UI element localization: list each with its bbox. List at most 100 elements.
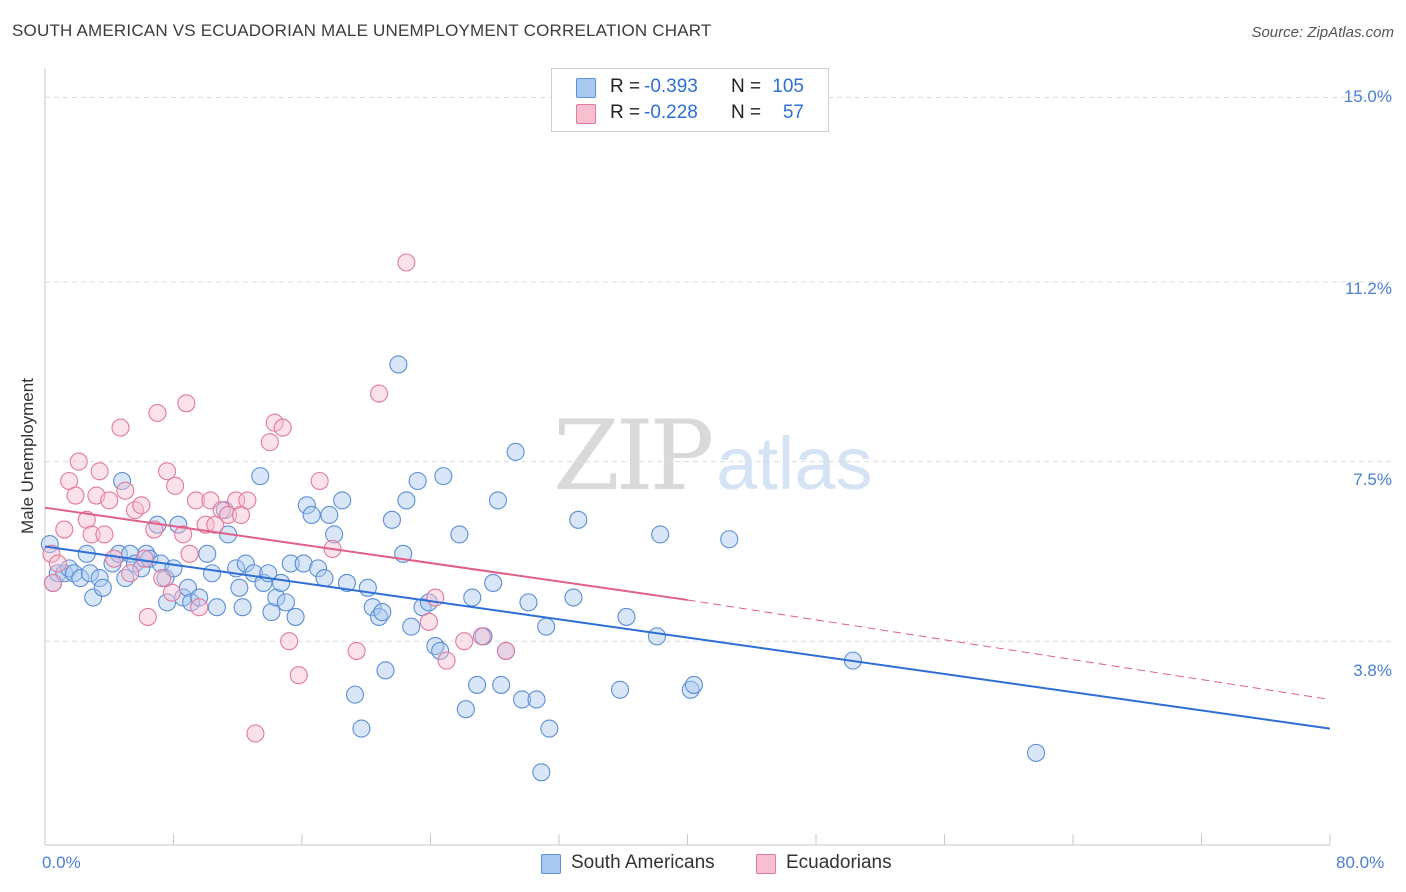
ecuadorian-point: [82, 525, 101, 544]
south-american-point: [408, 471, 427, 491]
legend-n-label: N =: [731, 76, 762, 97]
legend-label: Ecuadorians: [786, 852, 892, 873]
south-american-point: [286, 607, 305, 626]
legend-r-value: -0.228: [644, 102, 698, 123]
south-american-point: [262, 603, 281, 622]
ecuadorian-point: [66, 486, 85, 505]
legend-label: South Americans: [571, 852, 715, 873]
south-american-point: [272, 573, 291, 593]
ecuadorian-point: [177, 394, 196, 413]
ecuadorian-point: [148, 403, 167, 423]
south-american-point: [720, 530, 739, 549]
south-american-point: [376, 661, 395, 680]
south-american-point: [617, 607, 636, 626]
ecuadorian-point: [180, 544, 199, 563]
ecuadorian-point: [77, 510, 96, 529]
ecuadorian-point: [48, 554, 67, 573]
south-american-point: [203, 564, 222, 583]
ecuadorian-point: [347, 641, 366, 660]
ecuadorian-point: [496, 641, 516, 660]
x-tick-label-max: 80.0%: [1336, 853, 1385, 872]
south-american-point: [80, 564, 100, 583]
ecuadorian-point: [219, 505, 238, 525]
ecuadorian-point: [310, 471, 329, 491]
south-american-point: [434, 467, 453, 486]
ecuadorian-point: [196, 515, 215, 534]
y-tick-label-7-5: 7.5%: [1353, 470, 1392, 489]
x-tick-label-min: 0.0%: [42, 853, 81, 872]
ecuadorian-point: [55, 520, 74, 539]
legend-swatch-south-americans: [541, 854, 561, 874]
ecuadorian-point: [162, 583, 181, 602]
ecuadorian-point: [100, 491, 119, 510]
south-american-point: [456, 700, 475, 719]
south-american-point: [190, 588, 209, 607]
south-american-point: [506, 442, 525, 461]
south-american-trend-line: [44, 545, 1331, 730]
ecuadorian-trend-line-extension: [687, 599, 1331, 700]
south-american-point: [569, 510, 588, 529]
south-american-point: [198, 544, 217, 563]
south-american-point: [325, 525, 344, 544]
watermark-atlas: atlas: [716, 422, 873, 505]
south-american-point: [370, 607, 389, 626]
south-american-point: [48, 564, 67, 583]
south-american-point: [113, 471, 132, 491]
south-american-point: [309, 559, 328, 578]
ecuadorian-point: [42, 544, 61, 563]
ecuadorian-point: [455, 632, 474, 651]
legend-swatch-ecuadorians: [756, 854, 776, 874]
y-axis-title: Male Unemployment: [18, 378, 37, 534]
south-american-point: [363, 598, 382, 617]
south-american-point: [93, 578, 112, 597]
ecuadorian-point: [238, 491, 257, 510]
y-tick-label-3-8: 3.8%: [1353, 661, 1392, 680]
south-american-point: [537, 617, 556, 636]
south-american-point: [397, 491, 416, 510]
legend-swatch-ecuadorians: [576, 104, 596, 124]
south-american-point: [337, 573, 357, 593]
ecuadorian-point: [138, 607, 157, 626]
ecuadorian-point: [190, 598, 209, 617]
watermark-zip: ZIP: [553, 400, 714, 512]
ecuadorian-point: [289, 666, 308, 685]
watermark: ZIPatlas: [553, 400, 873, 512]
ecuadorian-point: [95, 525, 114, 544]
source-credit: Source: ZipAtlas.com: [1251, 24, 1394, 41]
legend-r-label: R =: [610, 76, 641, 97]
y-tick-label-15: 15.0%: [1343, 87, 1392, 106]
ecuadorian-point: [437, 651, 456, 670]
legend-r-label: R =: [610, 102, 641, 123]
south-american-point: [294, 554, 313, 573]
south-american-point: [492, 675, 511, 694]
y-tick-label-11-2: 11.2%: [1345, 279, 1392, 298]
stats-legend: R = -0.393 N = 105 R = -0.228 N = 57: [551, 68, 829, 132]
ecuadorian-point: [116, 481, 135, 500]
south-american-point: [681, 680, 700, 699]
south-american-point: [297, 496, 316, 515]
south-american-point: [463, 588, 482, 607]
ecuadorian-point: [280, 632, 299, 651]
south-american-point: [610, 680, 630, 699]
south-american-point: [233, 598, 252, 617]
legend-n-label: N =: [731, 102, 762, 123]
south-american-point: [389, 355, 408, 374]
ecuadorian-point: [370, 384, 389, 403]
south-american-point: [315, 569, 334, 588]
ecuadorian-point: [158, 462, 177, 481]
ecuadorian-point: [472, 627, 491, 646]
south-american-point: [230, 578, 249, 597]
legend-n-value: 57: [782, 102, 804, 123]
ecuadorian-point: [397, 253, 416, 272]
south-american-point: [431, 641, 450, 660]
legend-r-value: -0.393: [644, 76, 698, 97]
south-american-point: [684, 675, 703, 694]
ecuadorian-point: [186, 491, 206, 510]
south-american-point: [373, 603, 392, 622]
ecuadorian-trend-line: [44, 506, 688, 601]
legend-swatch-south-americans: [576, 78, 596, 98]
south-american-point: [207, 598, 226, 617]
south-american-point: [468, 675, 487, 694]
south-american-point: [513, 690, 532, 709]
